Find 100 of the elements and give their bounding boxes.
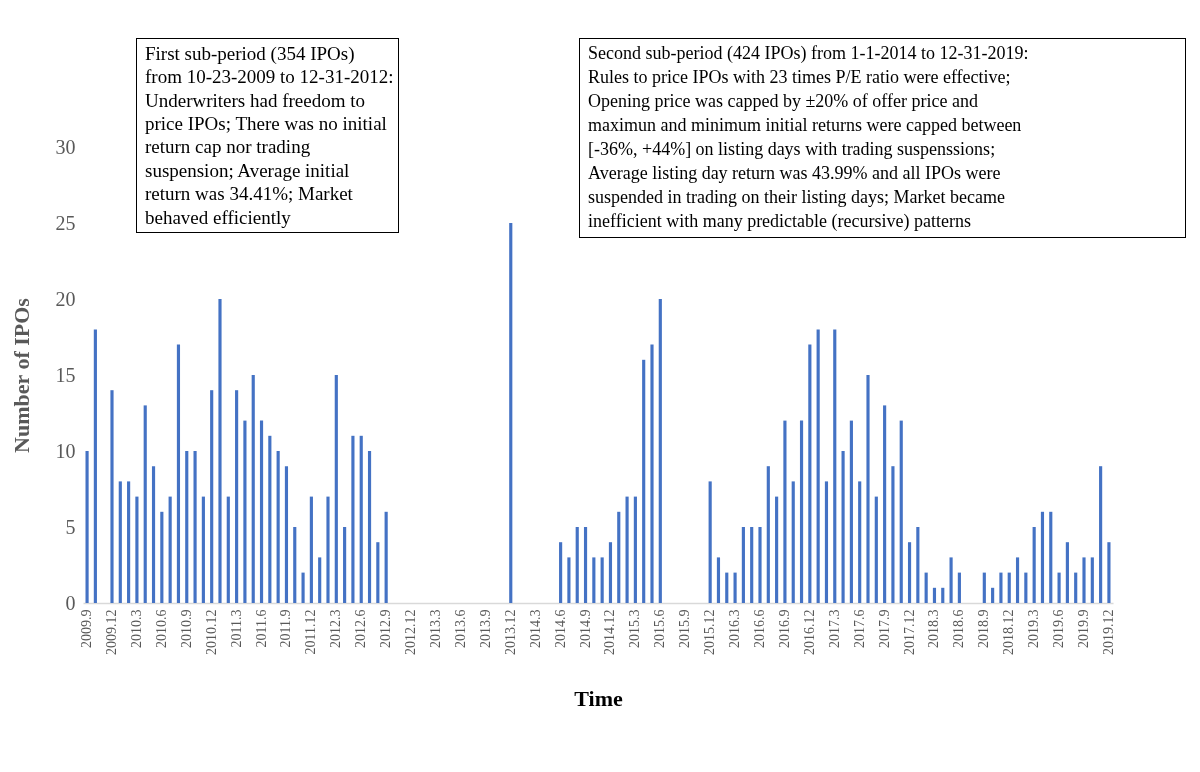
bar [235,390,239,603]
bar [127,481,131,603]
bar [509,223,513,603]
bar [276,451,280,603]
x-tick-label: 2019.12 [1100,609,1116,655]
bar [941,587,945,603]
bar [932,587,937,603]
bar [210,390,214,603]
bar [367,451,372,603]
bar [168,496,172,603]
x-tick-label: 2014.6 [552,609,568,648]
bar [741,527,745,603]
bar [916,527,920,603]
bar [858,481,862,603]
bar [176,344,181,603]
y-tick-label: 30 [55,135,76,158]
x-tick-label: 2014.12 [602,609,618,655]
x-tick-label: 2011.6 [253,609,269,648]
bar [268,435,272,603]
bar [600,557,604,603]
x-tick-label: 2010.3 [128,609,144,648]
bar [376,542,380,603]
bar [193,451,197,603]
bar [808,344,812,603]
bar [1065,542,1069,603]
x-tick-label: 2016.3 [727,609,743,648]
x-tick-label: 2013.3 [428,609,443,648]
x-tick-label: 2012.6 [353,609,369,648]
bar [110,390,114,603]
bar [343,527,347,603]
bar [284,466,289,603]
bar [957,572,961,603]
x-tick-label: 2016.12 [801,609,817,655]
y-tick-label: 10 [55,439,76,462]
bar [708,481,712,603]
bar [251,375,255,603]
x-tick-label: 2013.9 [477,609,493,648]
x-tick-label: 2018.12 [1001,609,1017,655]
x-tick-label: 2015.6 [652,609,668,648]
x-tick-label: 2018.3 [926,609,942,648]
bar [750,527,754,603]
bar [608,542,613,603]
bar [791,481,795,603]
bar [326,496,330,603]
bar [991,587,995,603]
bar [625,496,629,603]
x-tick-label: 2010.12 [203,609,219,655]
x-tick-label: 2010.9 [178,609,194,648]
x-tick-label: 2011.9 [278,609,294,648]
bar [118,481,122,603]
bar [1049,511,1053,603]
bar [824,481,829,603]
bar [866,375,870,603]
x-tick-label: 2013.12 [502,609,518,655]
bar [384,511,388,603]
bar [226,496,230,603]
x-tick-label: 2012.9 [378,609,394,648]
bar [559,542,563,603]
bar [1007,572,1011,603]
bar [218,299,222,603]
bar [725,572,729,603]
bar [799,420,804,603]
x-tick-label: 2010.6 [153,609,169,648]
bar [883,405,887,603]
bar [151,466,156,603]
x-tick-label: 2016.9 [776,609,792,648]
x-tick-label: 2019.6 [1051,609,1067,648]
bar [716,557,721,603]
bar [575,527,579,603]
bar [93,329,97,603]
bar [160,511,164,603]
bar [243,420,247,603]
bar [658,299,662,603]
x-tick-label: 2016.6 [752,609,767,648]
bar [775,496,779,603]
bar [642,359,646,603]
x-tick-label: 2011.3 [228,609,244,648]
bar [1082,557,1086,603]
bar [733,572,737,603]
bar [1074,572,1078,603]
bar [201,496,205,603]
x-tick-label: 2014.3 [527,609,543,648]
x-tick-label: 2014.9 [577,609,593,648]
bar [874,496,878,603]
bar [1090,557,1094,603]
bar [949,557,953,603]
bar [783,420,787,603]
text-box: First sub-period (354 IPOs) from 10-23-2009 to 12-31-2012: Underwriters had freedom to price IPOs; There was no initial return cap nor trading suspension; Average initial return was 34.41%; Market behaved efficiently [136,38,399,233]
x-tick-label: 2017.12 [901,609,917,655]
bar [185,451,189,603]
bar [1099,466,1103,603]
bar [567,557,571,603]
bar [849,420,853,603]
y-tick-label: 25 [55,211,76,234]
bar [766,466,770,603]
y-tick-label: 0 [65,591,76,614]
y-tick-label: 5 [65,515,76,538]
bar [1040,511,1045,603]
bar [583,527,588,603]
bar [143,405,147,603]
